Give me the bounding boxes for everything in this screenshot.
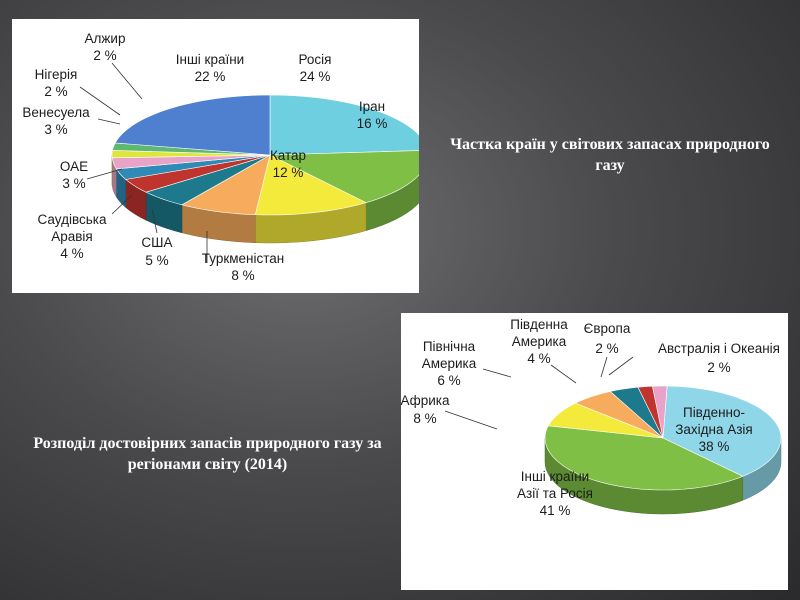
regions-gas-pie-chart: Південно- Західна Азія 38 % Інші країни Азії… — [401, 317, 782, 518]
slice-label-name-8: Нігерія — [35, 67, 78, 82]
slice-label-value-7: 3 % — [44, 122, 67, 137]
slice-label-name-3: Північна — [423, 339, 476, 354]
slice-label-value-10: 22 % — [195, 69, 226, 84]
slice-label-value-3: 6 % — [437, 373, 460, 388]
slice-label-value-3: 8 % — [231, 268, 254, 283]
world-gas-pie-chart: Росія 24 % Іран 16 % Катар 12 % Туркменістан 8 … — [22, 31, 419, 283]
pie-slice-slice-0 — [269, 94, 419, 156]
pie-slice-slice-5 — [125, 154, 271, 193]
slice-label-name-7: Венесуела — [22, 105, 90, 120]
slice-label-value-2: 8 % — [413, 411, 436, 426]
slice-label-value-6: 2 % — [707, 360, 730, 375]
pie-walls — [111, 154, 419, 244]
slice-label-name-5: Європа — [584, 321, 631, 336]
pie-slices — [111, 94, 419, 216]
leader-line-8 — [79, 86, 121, 116]
leader-line-3 — [482, 368, 512, 378]
pie-slice-slice-4 — [609, 386, 664, 439]
slice-label-name-0: Південно- — [683, 405, 745, 420]
slice-label-name-3: Америка — [422, 356, 477, 371]
slice-label-value-1: 16 % — [357, 116, 388, 131]
slice-label-value-6: 3 % — [62, 176, 85, 191]
leader-line-7 — [97, 118, 121, 125]
slice-label-value-5: 2 % — [595, 341, 618, 356]
slice-label-name-10: Інші країни — [176, 52, 244, 67]
slice-label-name-5: Саудівська — [38, 212, 107, 227]
pie-slice-slice-1 — [544, 425, 744, 491]
leader-line-5 — [111, 194, 133, 215]
slice-label-name-6: ОАЕ — [60, 159, 88, 174]
pie-slice-slice-0 — [662, 385, 782, 477]
pie-slice-slice-4 — [145, 154, 271, 206]
slice-label-value-9: 2 % — [93, 48, 116, 63]
pie-slice-slice-10 — [114, 94, 271, 156]
regions-pie-panel: Південно- Західна Азія 38 % Інші країни Азії… — [401, 313, 788, 590]
slice-label-name-4: Південна — [510, 317, 568, 332]
pie-slice-slice-3 — [181, 154, 271, 216]
slice-label-name-5: Аравія — [51, 229, 93, 244]
pie-labels: Південно- Західна Азія 38 % Інші країни Азії… — [401, 317, 780, 518]
pie-slice-slice-3 — [574, 391, 664, 439]
slice-label-value-2: 12 % — [273, 165, 304, 180]
slice-label-name-0: Росія — [299, 52, 332, 67]
slice-label-value-4: 5 % — [145, 253, 168, 268]
leader-line-6 — [608, 356, 634, 376]
slice-label-value-0: 24 % — [300, 69, 331, 84]
regions-chart-caption: Розподіл достовірних запасів природного … — [33, 435, 382, 473]
leader-line-9 — [111, 62, 143, 100]
pie-slice-slice-2 — [254, 154, 367, 216]
slice-label-name-1: Іран — [359, 99, 385, 114]
world-pie-panel: Росія 24 % Іран 16 % Катар 12 % Туркменістан 8 … — [12, 19, 419, 293]
leader-line-2 — [444, 410, 498, 430]
slice-label-name-4: Америка — [512, 334, 567, 349]
slice-label-value-8: 2 % — [44, 84, 67, 99]
slice-label-name-9: Алжир — [85, 31, 126, 46]
slice-label-name-2: Африка — [401, 393, 450, 408]
slice-label-value-4: 4 % — [527, 351, 550, 366]
slice-label-name-4: США — [141, 235, 172, 250]
leader-line-4 — [550, 364, 577, 384]
slice-label-value-0: 38 % — [699, 439, 730, 454]
leader-line-6 — [86, 168, 123, 180]
slice-label-name-0: Західна Азія — [675, 422, 753, 437]
leader-line-4 — [151, 208, 158, 234]
leader-line-5 — [600, 356, 608, 378]
pie-slice-slice-2 — [547, 402, 664, 439]
slice-label-name-6: Австралія і Океанія — [658, 341, 780, 356]
pie-slice-slice-1 — [269, 150, 419, 203]
slice-label-name-1: Інші країни — [521, 469, 589, 484]
pie-slice-slice-6 — [652, 385, 668, 439]
pie-labels: Росія 24 % Іран 16 % Катар 12 % Туркменістан 8 … — [22, 31, 387, 283]
slice-label-value-1: 41 % — [540, 503, 571, 518]
slice-label-name-1: Азії та Росія — [517, 486, 593, 501]
world-chart-caption: Частка країн у світових запасах природно… — [450, 136, 770, 174]
slice-label-name-3: Туркменістан — [202, 251, 285, 266]
slice-label-name-2: Катар — [270, 148, 306, 163]
pie-slices — [544, 385, 782, 491]
slice-label-value-5: 4 % — [60, 246, 83, 261]
